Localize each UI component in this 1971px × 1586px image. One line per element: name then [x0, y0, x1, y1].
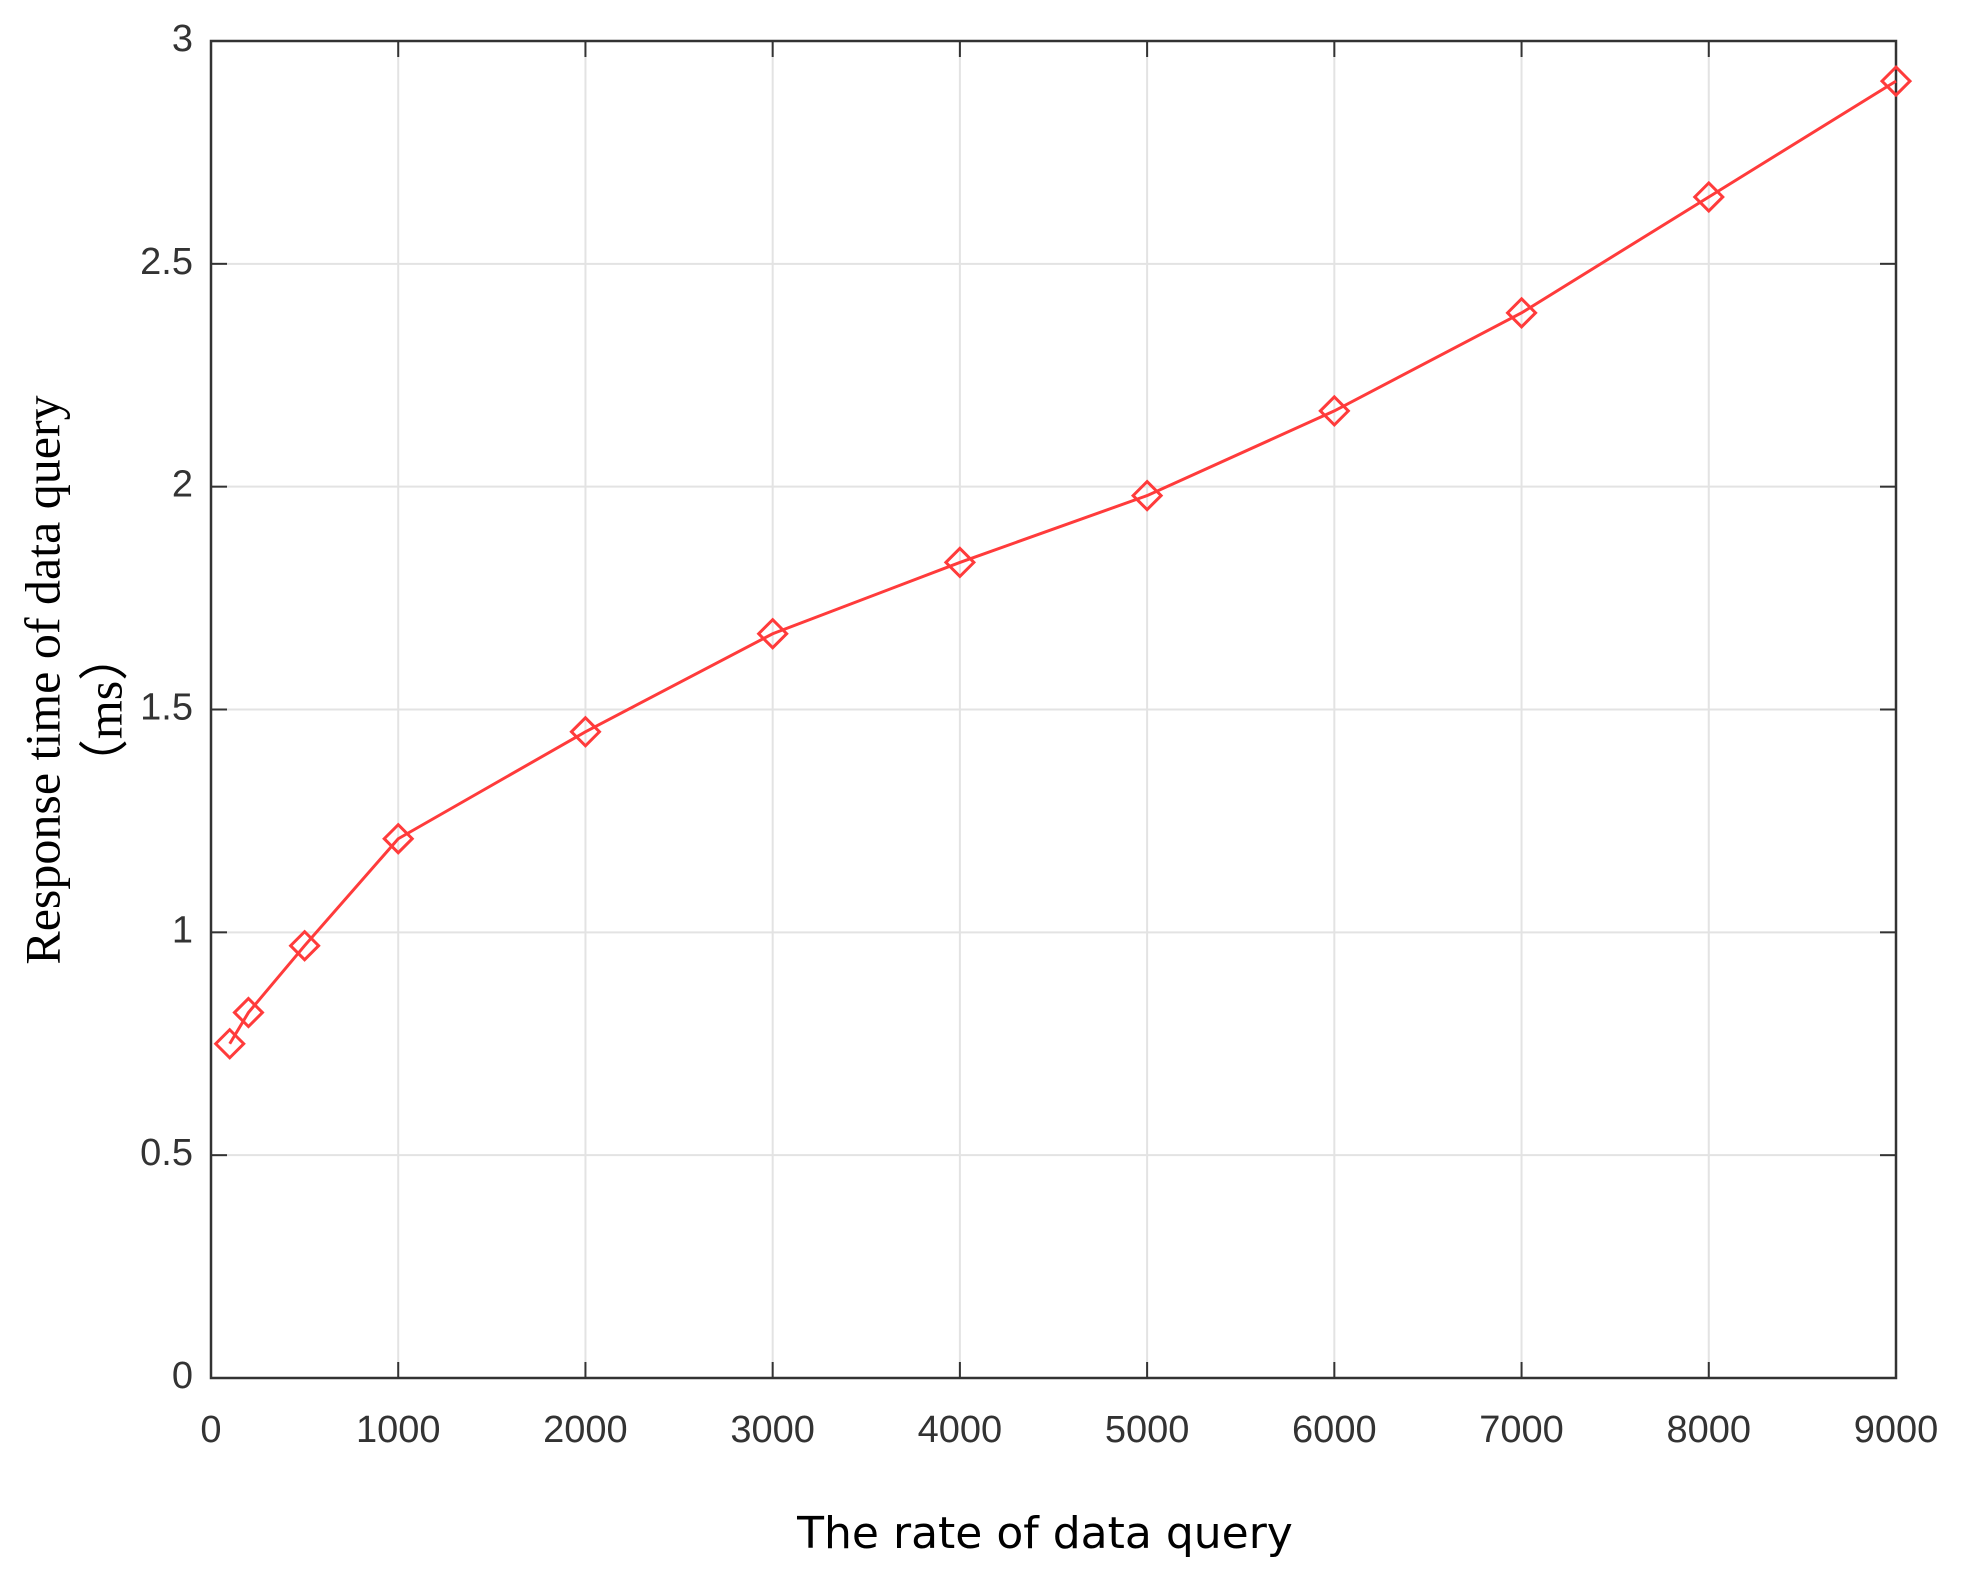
data-marker: [232, 996, 265, 1029]
x-tick-label: 5000: [1105, 1409, 1190, 1451]
y-tick-label: 0: [172, 1355, 193, 1397]
x-tick-label: 2000: [543, 1409, 628, 1451]
data-marker: [1130, 479, 1164, 512]
y-axis-label: Response time of data query: [14, 395, 70, 964]
data-marker: [213, 1027, 246, 1060]
y-tick-label: 1: [172, 909, 193, 951]
plot-frame: [209, 39, 1898, 1380]
y-tick-label: 0.5: [140, 1132, 193, 1174]
data-marker: [1879, 64, 1913, 98]
data-marker: [1505, 296, 1538, 329]
x-tick-label: 3000: [730, 1409, 815, 1451]
y-tick-label: 2.5: [140, 241, 193, 283]
x-tick-label: 4000: [918, 1409, 1003, 1451]
x-tick-label: 7000: [1479, 1409, 1564, 1451]
x-tick-label: 0: [200, 1409, 221, 1451]
data-line: [228, 79, 1897, 1045]
data-marker: [1692, 180, 1725, 214]
data-marker: [382, 822, 415, 855]
data-marker: [756, 617, 789, 650]
x-tick-label: 6000: [1292, 1409, 1377, 1451]
y-axis-unit: （ms）: [76, 631, 132, 789]
x-tick-label: 1000: [356, 1409, 441, 1451]
x-axis-label: The rate of data query: [796, 1508, 1293, 1559]
y-tick-label: 3: [172, 18, 193, 60]
x-tick-label: 9000: [1854, 1409, 1939, 1451]
data-marker: [1318, 394, 1351, 428]
y-tick-label: 1.5: [140, 687, 193, 729]
data-marker: [569, 715, 602, 748]
data-marker: [943, 546, 977, 579]
x-tick-label: 8000: [1667, 1409, 1752, 1451]
y-tick-label: 2: [172, 464, 193, 506]
data-marker: [288, 929, 321, 962]
